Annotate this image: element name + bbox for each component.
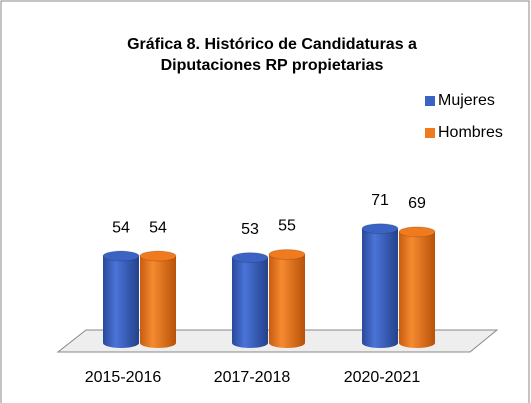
cylinder-body <box>103 256 139 348</box>
bar <box>398 226 436 348</box>
legend-swatch <box>425 96 435 106</box>
cylinder-top <box>231 252 269 264</box>
cylinder-top <box>268 248 306 260</box>
legend-label: Hombres <box>438 124 503 141</box>
cylinder-body <box>399 231 435 348</box>
data-label: 54 <box>112 219 130 236</box>
bar <box>231 252 269 348</box>
legend-swatch <box>425 128 435 138</box>
cylinder-top <box>361 223 399 235</box>
cylinder-top <box>102 250 140 262</box>
data-label: 69 <box>408 195 426 212</box>
cylinder-top <box>398 226 436 238</box>
x-tick-label: 2015-2016 <box>85 369 162 386</box>
data-label: 71 <box>371 192 389 209</box>
cylinder-body <box>232 257 268 348</box>
data-label: 54 <box>149 219 167 236</box>
legend-label: Mujeres <box>438 92 495 109</box>
bar <box>102 250 140 348</box>
chart-title: Diputaciones RP propietarias <box>161 57 384 74</box>
data-label: 55 <box>278 218 296 235</box>
data-label: 53 <box>241 221 259 238</box>
cylinder-top <box>139 250 177 262</box>
x-tick-label: 2020-2021 <box>344 369 421 386</box>
bar <box>361 223 399 348</box>
cylinder-body <box>269 254 305 348</box>
cylinder-body <box>362 228 398 348</box>
cylinder-body <box>140 256 176 348</box>
bar <box>268 248 306 348</box>
chart-title: Gráfica 8. Histórico de Candidaturas a <box>127 36 417 53</box>
bar <box>139 250 177 348</box>
x-tick-label: 2017-2018 <box>214 369 291 386</box>
